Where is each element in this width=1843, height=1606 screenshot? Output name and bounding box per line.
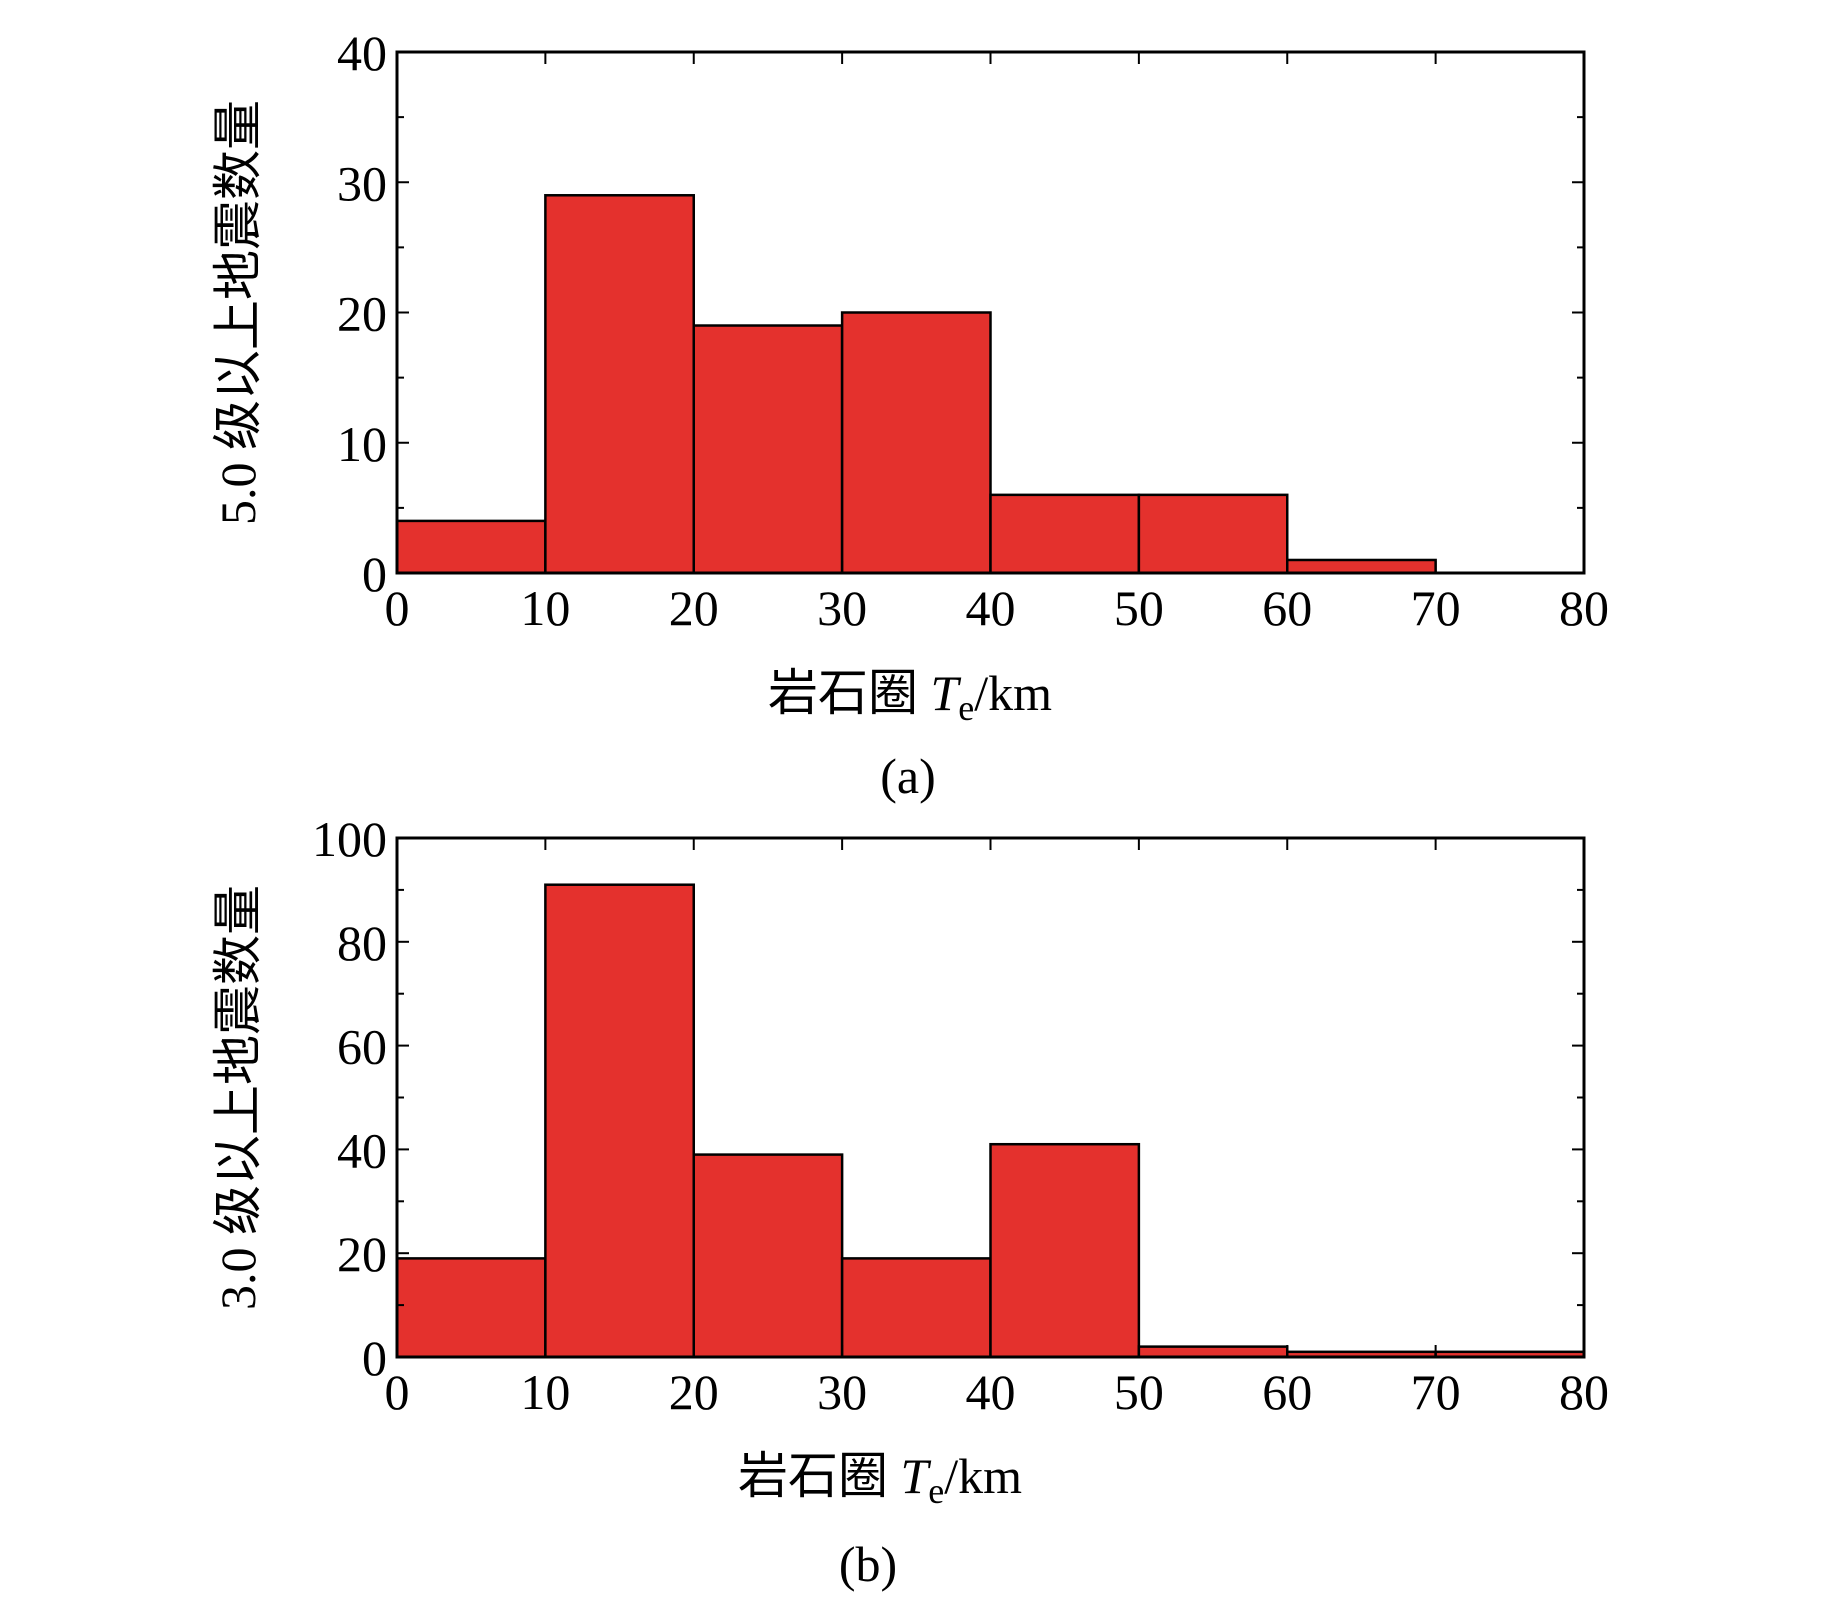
chart-panel-b: 0 10 20 30 40 50 60 70 80 0 20 40 60 80 100 岩石圈 Te/km 3.… (210, 811, 1609, 1592)
y-tick-label: 10 (337, 416, 387, 472)
x-axis-label-unit: /km (974, 665, 1052, 721)
x-axis-label-prefix: 岩石圈 (768, 665, 931, 721)
histogram-bar (395, 519, 547, 575)
x-tick-label: 0 (385, 580, 410, 636)
x-tick-label: 30 (817, 580, 867, 636)
x-axis-label: 岩石圈 Te/km (738, 1448, 1022, 1511)
y-tick-label: 100 (312, 811, 387, 867)
x-tick-label: 30 (817, 1364, 867, 1420)
x-tick-label: 60 (1262, 1364, 1312, 1420)
bars (395, 883, 1586, 1359)
x-tick-label: 70 (1411, 580, 1461, 636)
x-tick-label: 70 (1411, 1364, 1461, 1420)
y-axis-label: 3.0 级以上地震数量 (210, 885, 266, 1310)
x-axis-label-unit: /km (944, 1448, 1022, 1504)
histogram-bar (840, 311, 992, 575)
x-axis-label-variable: T (900, 1448, 931, 1504)
x-axis-label-prefix: 岩石圈 (738, 1448, 901, 1504)
y-tick-label: 40 (337, 25, 387, 81)
x-axis-label: 岩石圈 Te/km (768, 665, 1052, 728)
histogram-bar (692, 324, 844, 575)
y-tick-label: 0 (362, 1330, 387, 1386)
histogram-bar (1286, 558, 1437, 575)
x-tick-label: 10 (520, 580, 570, 636)
histogram-bar (840, 1257, 992, 1359)
x-axis-label-subscript: e (958, 688, 974, 728)
x-tick-label: 50 (1114, 1364, 1164, 1420)
histogram-bar (1137, 1345, 1289, 1359)
x-tick-label: 0 (385, 1364, 410, 1420)
histogram-bar (544, 883, 695, 1359)
x-axis-label-subscript: e (928, 1471, 944, 1511)
bars (395, 194, 1437, 575)
histogram-bar (989, 1142, 1141, 1359)
histogram-bar (1137, 493, 1289, 575)
y-axis-label: 5.0 级以上地震数量 (210, 100, 266, 525)
x-tick-label: 20 (669, 580, 719, 636)
y-tick-label: 20 (337, 1226, 387, 1282)
histogram-bar (395, 1257, 547, 1359)
y-tick-label: 20 (337, 286, 387, 342)
y-tick-label: 80 (337, 915, 387, 971)
y-tick-label: 60 (337, 1019, 387, 1075)
y-tick-label: 0 (362, 546, 387, 602)
panel-label: (b) (839, 1536, 897, 1592)
histogram-bar (989, 493, 1141, 575)
x-tick-label: 50 (1114, 580, 1164, 636)
x-tick-label: 80 (1559, 580, 1609, 636)
x-tick-label: 40 (966, 1364, 1016, 1420)
x-tick-label: 20 (669, 1364, 719, 1420)
panel-label: (a) (880, 748, 936, 804)
x-tick-label: 40 (966, 580, 1016, 636)
histogram-bar (692, 1153, 844, 1359)
histogram-bar (544, 194, 695, 575)
y-tick-label: 30 (337, 155, 387, 211)
x-tick-label: 10 (520, 1364, 570, 1420)
x-tick-label: 60 (1262, 580, 1312, 636)
chart-panel-a: 0 10 20 30 40 50 60 70 80 0 10 20 30 40 岩石圈 Te/km 5.0 级… (210, 25, 1609, 804)
y-tick-label: 40 (337, 1122, 387, 1178)
x-axis-label-variable: T (930, 665, 961, 721)
x-tick-label: 80 (1559, 1364, 1609, 1420)
